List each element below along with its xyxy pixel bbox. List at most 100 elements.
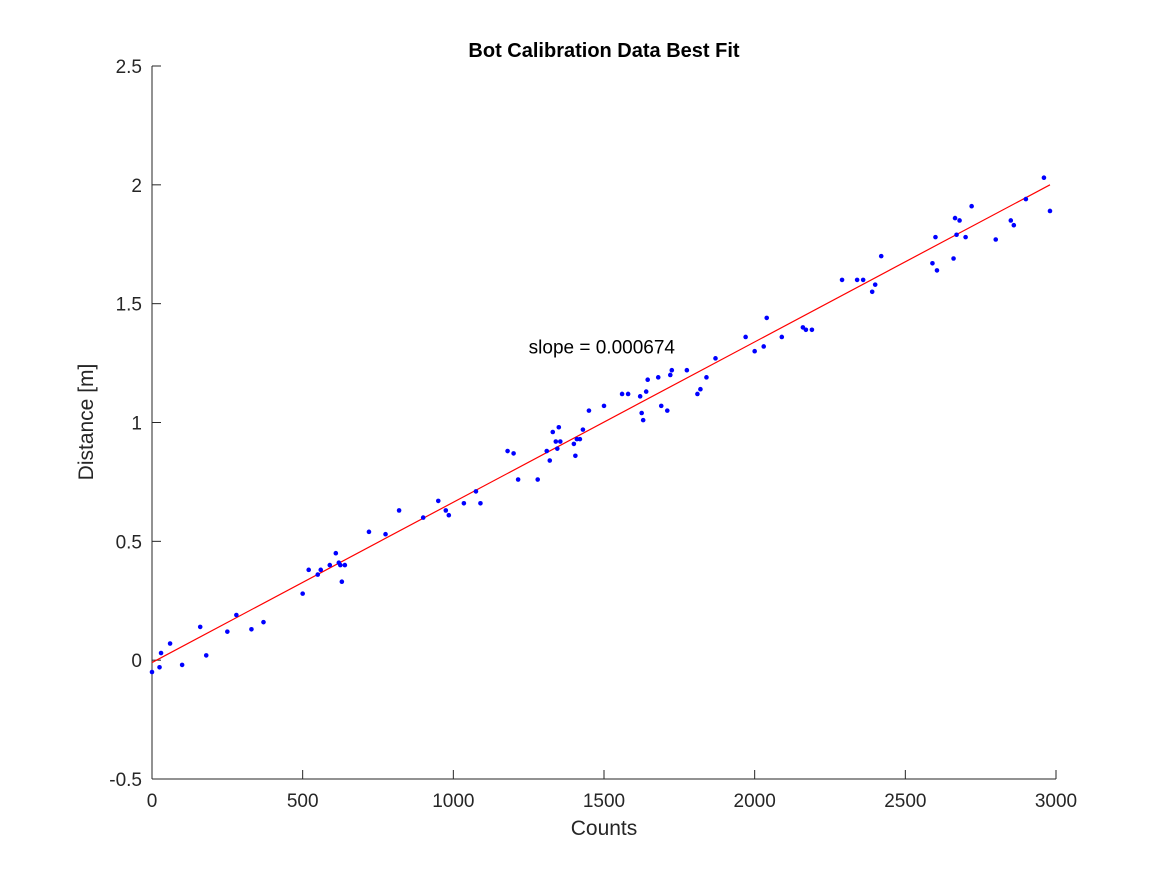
data-point <box>640 417 646 423</box>
data-point <box>342 562 348 568</box>
x-tick-label: 1500 <box>583 791 625 812</box>
data-point <box>478 501 483 506</box>
data-point <box>951 256 956 261</box>
data-point <box>558 439 563 444</box>
data-point <box>934 268 940 273</box>
data-point <box>167 641 173 646</box>
chart-title: Bot Calibration Data Best Fit <box>468 40 739 62</box>
data-point <box>505 448 510 454</box>
x-axis-label: Counts <box>571 817 638 840</box>
data-point <box>327 562 333 568</box>
data-point <box>658 403 664 409</box>
data-point <box>234 612 239 618</box>
data-point <box>655 375 661 380</box>
data-point <box>619 391 625 397</box>
data-point <box>963 234 968 240</box>
data-point <box>300 591 305 596</box>
data-point <box>338 562 343 568</box>
data-point <box>643 389 649 394</box>
data-point <box>752 348 757 354</box>
data-point <box>315 572 321 577</box>
data-point <box>1041 175 1047 181</box>
y-axis-label: Distance [m] <box>75 364 98 481</box>
data-point <box>869 289 875 295</box>
y-tick-label: 0 <box>131 651 142 672</box>
y-tick-label: 0.5 <box>116 532 142 553</box>
data-point <box>969 203 974 209</box>
x-tick-label: 0 <box>147 791 158 812</box>
data-point <box>761 344 767 349</box>
data-point <box>625 391 631 397</box>
data-point <box>803 327 809 333</box>
data-point <box>601 403 607 409</box>
data-point <box>550 429 556 435</box>
data-point <box>839 277 845 283</box>
data-point <box>860 277 866 283</box>
data-point <box>1023 196 1029 202</box>
data-point <box>511 451 516 456</box>
fit-line <box>151 184 1051 664</box>
data-point <box>1011 222 1017 228</box>
data-point <box>764 315 770 321</box>
data-point <box>580 427 586 432</box>
data-point <box>993 237 999 242</box>
x-tick-label: 1000 <box>432 791 474 812</box>
data-point <box>225 629 230 634</box>
data-point <box>179 662 185 668</box>
data-point <box>535 477 541 482</box>
data-point <box>420 515 426 520</box>
data-point <box>366 529 372 535</box>
y-tick-label: 1 <box>131 414 142 435</box>
data-point <box>957 218 962 223</box>
x-tick-label: 2500 <box>884 791 926 812</box>
data-point <box>461 501 467 506</box>
data-point <box>197 624 203 630</box>
data-point <box>667 372 673 378</box>
data-point <box>930 260 935 266</box>
data-point <box>809 327 815 333</box>
data-point <box>779 334 785 340</box>
data-point <box>318 567 324 573</box>
data-point <box>695 391 700 397</box>
data-point <box>203 653 209 658</box>
data-point <box>571 441 577 447</box>
data-point <box>952 215 958 221</box>
y-tick-label: -0.5 <box>109 770 142 791</box>
data-point <box>637 394 643 399</box>
data-point <box>306 567 311 573</box>
data-point <box>639 410 644 416</box>
data-point <box>669 367 675 373</box>
data-point <box>684 367 690 373</box>
data-point <box>1008 218 1014 223</box>
data-point <box>383 531 388 537</box>
data-point <box>515 477 521 482</box>
data-point <box>261 619 266 625</box>
data-point <box>443 508 449 513</box>
data-point <box>954 232 959 238</box>
data-point <box>446 512 452 518</box>
y-tick-label: 2 <box>131 176 142 197</box>
data-point <box>333 550 339 556</box>
data-point <box>149 669 155 675</box>
data-point <box>586 408 592 413</box>
data-point <box>339 579 345 585</box>
data-point <box>645 377 650 383</box>
x-tick-label: 500 <box>287 791 319 812</box>
plot-area: 0 500 1000 1500 2000 2500 3000-0.500.511.522.5 <box>109 57 1077 812</box>
data-point <box>933 234 938 240</box>
x-tick-label: 2000 <box>734 791 776 812</box>
data-point <box>743 334 748 340</box>
data-point <box>1047 208 1053 214</box>
slope-annotation: slope = 0.000674 <box>529 338 676 359</box>
data-point <box>396 508 402 513</box>
data-point <box>553 439 559 444</box>
data-point <box>554 446 560 451</box>
data-point <box>577 436 583 442</box>
data-point <box>158 650 164 656</box>
data-point <box>698 386 703 392</box>
data-point <box>713 356 718 361</box>
data-point <box>547 458 553 463</box>
data-point <box>878 253 884 259</box>
